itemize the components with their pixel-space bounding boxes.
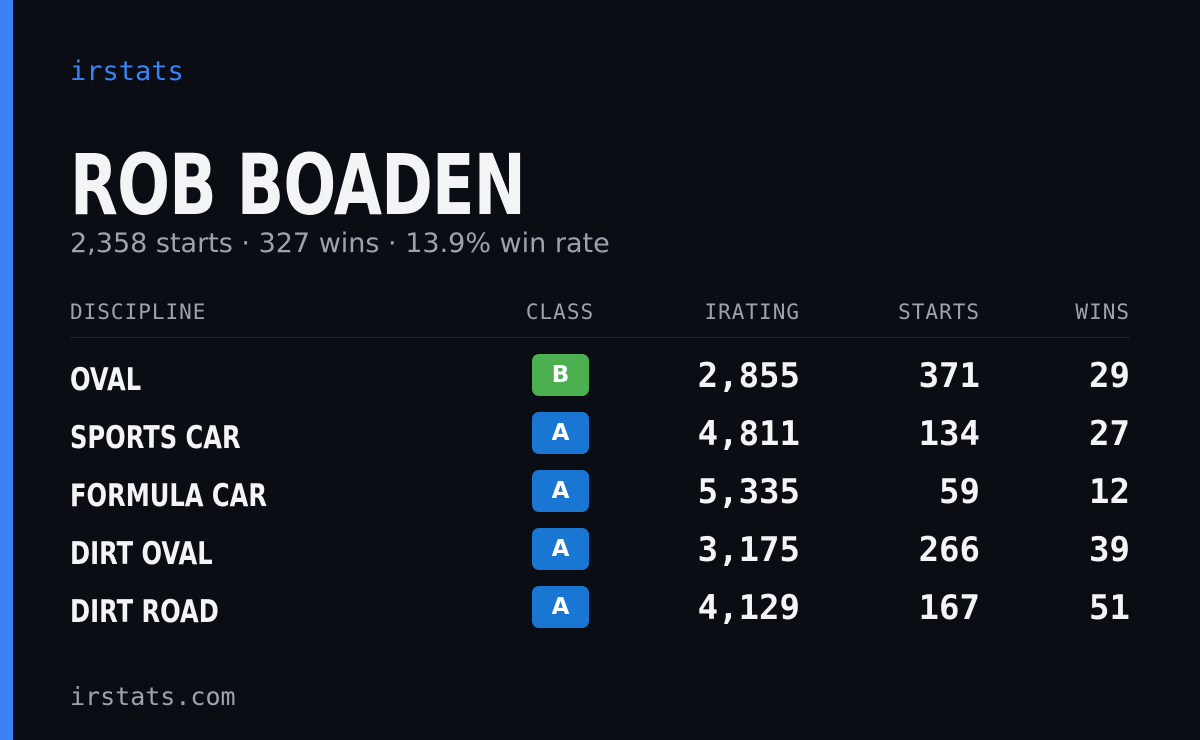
column-header: WINS (1075, 300, 1130, 324)
irating: 5,335 (697, 472, 800, 512)
wins: 12 (1089, 472, 1130, 512)
class-badge: A (532, 412, 589, 454)
column-header: IRATING (704, 300, 800, 324)
class-badge: B (532, 354, 589, 396)
column-header: DISCIPLINE (70, 300, 207, 324)
discipline: OVAL (70, 362, 142, 398)
irating: 3,175 (697, 530, 800, 570)
header-rule (70, 337, 1130, 338)
irating: 4,811 (697, 414, 800, 454)
brand: irstats (70, 56, 184, 87)
discipline: FORMULA CAR (70, 478, 268, 514)
column-header: CLASS (525, 300, 595, 324)
discipline: DIRT OVAL (70, 536, 213, 572)
accent-bar (0, 0, 13, 740)
column-header: STARTS (898, 300, 980, 324)
discipline: DIRT ROAD (70, 594, 219, 630)
starts: 134 (918, 414, 980, 454)
wins: 39 (1089, 530, 1130, 570)
discipline: SPORTS CAR (70, 420, 241, 456)
wins: 29 (1089, 356, 1130, 396)
class-badge: A (532, 470, 589, 512)
class-badge: A (532, 586, 589, 628)
wins: 27 (1089, 414, 1130, 454)
starts: 167 (918, 588, 980, 628)
starts: 371 (918, 356, 980, 396)
footer: irstats.com (70, 682, 236, 711)
irating: 2,855 (697, 356, 800, 396)
wins: 51 (1089, 588, 1130, 628)
starts: 59 (939, 472, 980, 512)
irating: 4,129 (697, 588, 800, 628)
class-badge: A (532, 528, 589, 570)
summary: 2,358 starts · 327 wins · 13.9% win rate (70, 228, 610, 259)
player-name: ROB BOADEN (70, 136, 526, 234)
starts: 266 (918, 530, 980, 570)
